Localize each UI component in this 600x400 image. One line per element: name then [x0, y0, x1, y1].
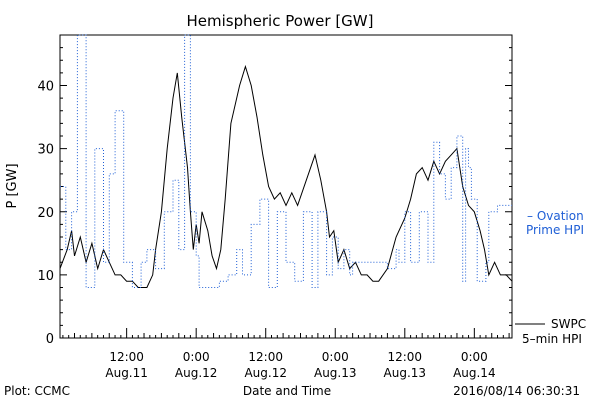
x-tick-date-label: Aug.12 — [175, 366, 218, 380]
legend-ovation-line2: Prime HPI — [526, 223, 584, 237]
plot-credit: Plot: CCMC — [4, 384, 70, 398]
y-axis-ticks: 0 10 20 30 40 — [37, 34, 512, 347]
y-tick-label: 0 — [46, 332, 54, 347]
x-tick-time-label: 12:00 — [248, 350, 283, 364]
x-tick-date-label: Aug.12 — [244, 366, 287, 380]
x-tick-time-label: 0:00 — [461, 350, 488, 364]
series-layer — [59, 34, 513, 288]
x-tick-time-label: 12:00 — [109, 350, 144, 364]
series-swpc-line — [59, 64, 513, 288]
y-axis-label: P [GW] — [5, 163, 20, 208]
plot-area-frame — [59, 34, 513, 339]
x-tick-date-label: Aug.11 — [105, 366, 148, 380]
plot-timestamp: 2016/08/14 06:30:31 — [453, 384, 580, 398]
legend-swpc-line2: 5–min HPI — [522, 332, 582, 346]
x-tick-time-label: 0:00 — [183, 350, 210, 364]
y-tick-label: 40 — [37, 80, 54, 95]
legend-ovation-line1: – Ovation — [527, 209, 584, 223]
x-tick-time-label: 0:00 — [322, 350, 349, 364]
y-tick-label: 10 — [37, 269, 54, 284]
series-ovation-line — [60, 34, 512, 288]
x-tick-date-label: Aug.14 — [453, 366, 496, 380]
x-tick-date-label: Aug.13 — [314, 366, 357, 380]
x-axis-ticks: 12:00 Aug.11 0:00 Aug.12 12:00 Aug.12 0:00 Aug.… — [62, 328, 510, 380]
x-axis-label: Date and Time — [243, 384, 331, 398]
y-tick-label: 30 — [37, 143, 54, 158]
x-tick-date-label: Aug.13 — [384, 366, 427, 380]
legend-swpc-line1: SWPC — [551, 317, 586, 331]
x-tick-time-label: 12:00 — [387, 350, 422, 364]
chart-title: Hemispheric Power [GW] — [187, 12, 374, 30]
y-tick-label: 20 — [37, 206, 54, 221]
